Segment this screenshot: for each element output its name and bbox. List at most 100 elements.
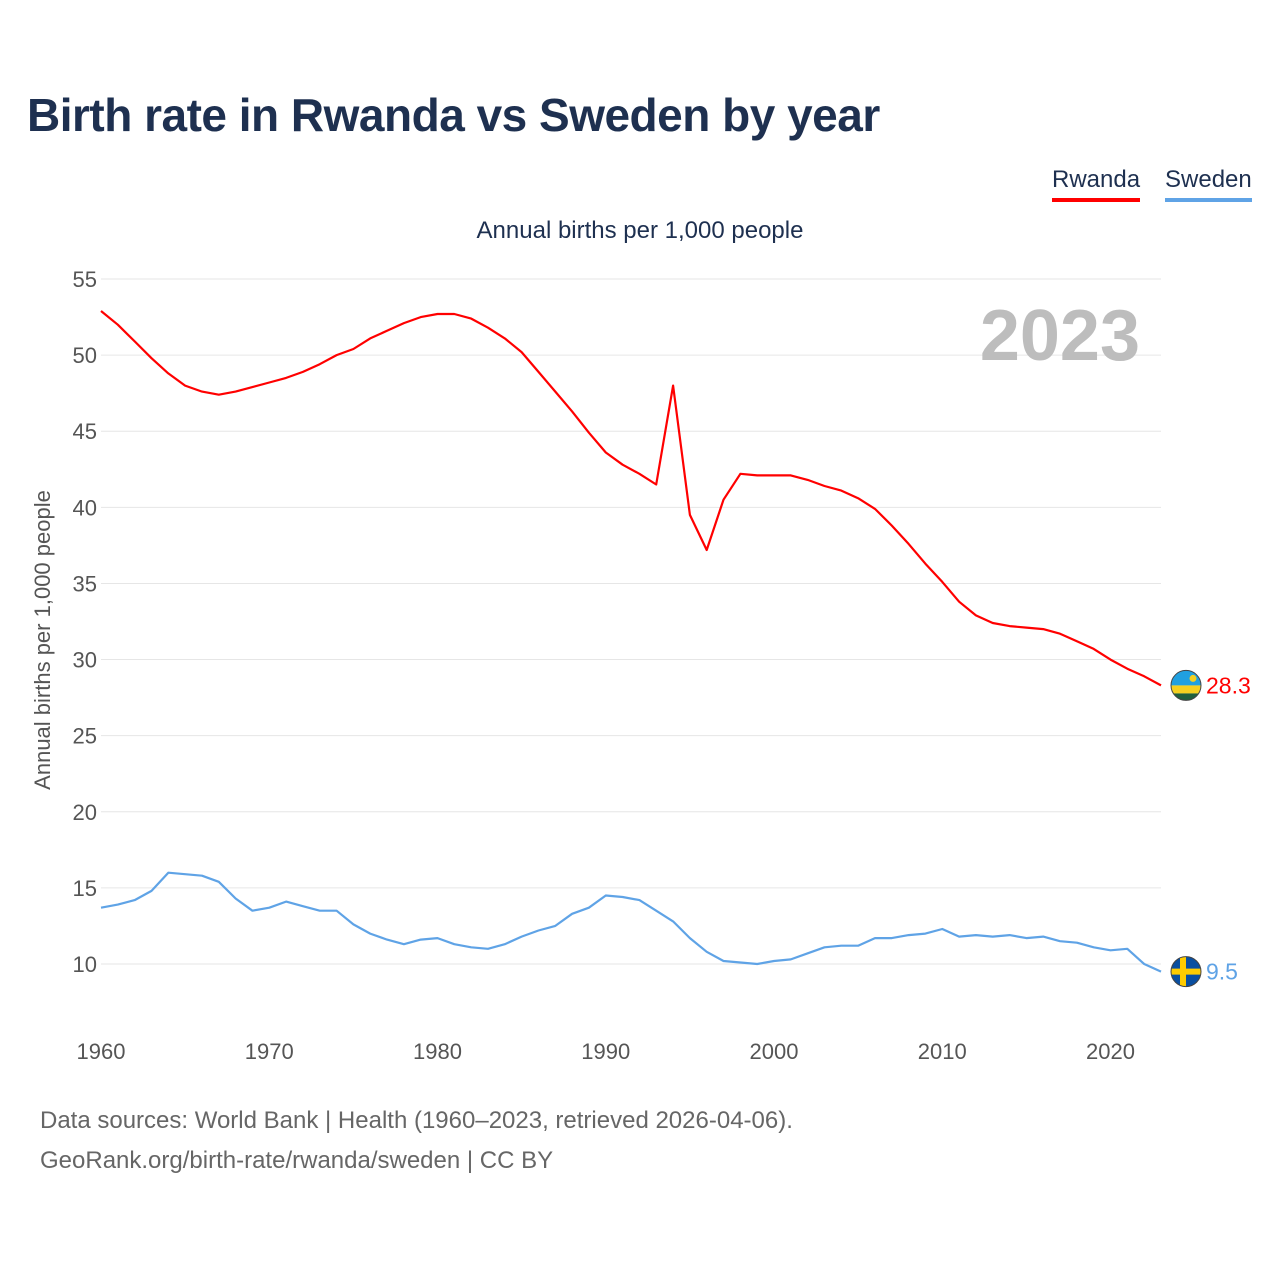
data-point-rwanda[interactable] xyxy=(1158,682,1164,688)
data-point-rwanda[interactable] xyxy=(687,512,693,518)
data-point-sweden[interactable] xyxy=(132,897,138,903)
data-point-rwanda[interactable] xyxy=(148,355,154,361)
data-point-sweden[interactable] xyxy=(906,932,912,938)
data-point-sweden[interactable] xyxy=(401,941,407,947)
data-point-rwanda[interactable] xyxy=(586,430,592,436)
data-point-sweden[interactable] xyxy=(704,949,710,955)
data-point-rwanda[interactable] xyxy=(199,389,205,395)
data-point-sweden[interactable] xyxy=(435,935,441,941)
data-point-sweden[interactable] xyxy=(636,897,642,903)
data-point-rwanda[interactable] xyxy=(855,495,861,501)
data-point-sweden[interactable] xyxy=(485,946,491,952)
data-point-rwanda[interactable] xyxy=(788,472,794,478)
data-point-rwanda[interactable] xyxy=(1023,625,1029,631)
data-point-sweden[interactable] xyxy=(283,899,289,905)
data-point-rwanda[interactable] xyxy=(182,383,188,389)
data-point-sweden[interactable] xyxy=(148,888,154,894)
data-point-sweden[interactable] xyxy=(1040,934,1046,940)
data-point-sweden[interactable] xyxy=(350,921,356,927)
data-point-sweden[interactable] xyxy=(367,931,373,937)
data-point-rwanda[interactable] xyxy=(1057,631,1063,637)
data-point-rwanda[interactable] xyxy=(98,308,104,314)
data-point-rwanda[interactable] xyxy=(1091,646,1097,652)
data-point-rwanda[interactable] xyxy=(973,612,979,618)
data-point-sweden[interactable] xyxy=(973,932,979,938)
data-point-sweden[interactable] xyxy=(165,870,171,876)
data-point-rwanda[interactable] xyxy=(872,506,878,512)
data-point-rwanda[interactable] xyxy=(552,389,558,395)
data-point-rwanda[interactable] xyxy=(1108,657,1114,663)
data-point-rwanda[interactable] xyxy=(334,352,340,358)
data-point-sweden[interactable] xyxy=(418,937,424,943)
data-point-sweden[interactable] xyxy=(922,931,928,937)
data-point-sweden[interactable] xyxy=(1007,932,1013,938)
data-point-sweden[interactable] xyxy=(603,893,609,899)
data-point-sweden[interactable] xyxy=(889,935,895,941)
data-point-rwanda[interactable] xyxy=(636,471,642,477)
data-point-sweden[interactable] xyxy=(1023,935,1029,941)
data-point-rwanda[interactable] xyxy=(249,384,255,390)
data-point-rwanda[interactable] xyxy=(519,349,525,355)
data-point-rwanda[interactable] xyxy=(737,471,743,477)
data-point-sweden[interactable] xyxy=(821,944,827,950)
data-point-sweden[interactable] xyxy=(586,905,592,911)
footer-link[interactable]: GeoRank.org/birth-rate/rwanda/sweden | C… xyxy=(40,1147,554,1174)
data-point-rwanda[interactable] xyxy=(704,547,710,553)
data-point-rwanda[interactable] xyxy=(956,599,962,605)
data-point-rwanda[interactable] xyxy=(535,369,541,375)
data-point-rwanda[interactable] xyxy=(1040,626,1046,632)
data-point-sweden[interactable] xyxy=(535,928,541,934)
data-point-rwanda[interactable] xyxy=(451,311,457,317)
data-point-sweden[interactable] xyxy=(1074,940,1080,946)
data-point-rwanda[interactable] xyxy=(653,482,659,488)
data-point-rwanda[interactable] xyxy=(771,472,777,478)
data-point-sweden[interactable] xyxy=(838,943,844,949)
legend-item-sweden[interactable]: Sweden xyxy=(1165,166,1252,202)
data-point-rwanda[interactable] xyxy=(990,620,996,626)
data-point-rwanda[interactable] xyxy=(233,389,239,395)
data-point-sweden[interactable] xyxy=(788,956,794,962)
data-point-sweden[interactable] xyxy=(300,903,306,909)
data-point-rwanda[interactable] xyxy=(384,328,390,334)
data-point-rwanda[interactable] xyxy=(939,579,945,585)
data-point-rwanda[interactable] xyxy=(115,322,121,328)
data-point-sweden[interactable] xyxy=(1141,961,1147,967)
data-point-rwanda[interactable] xyxy=(485,325,491,331)
data-point-rwanda[interactable] xyxy=(805,477,811,483)
data-point-sweden[interactable] xyxy=(687,935,693,941)
data-point-sweden[interactable] xyxy=(182,871,188,877)
data-point-rwanda[interactable] xyxy=(569,408,575,414)
data-point-sweden[interactable] xyxy=(737,959,743,965)
data-point-sweden[interactable] xyxy=(1158,969,1164,975)
data-point-rwanda[interactable] xyxy=(350,346,356,352)
data-point-rwanda[interactable] xyxy=(1124,666,1130,672)
data-point-rwanda[interactable] xyxy=(754,472,760,478)
data-point-rwanda[interactable] xyxy=(620,462,626,468)
data-point-sweden[interactable] xyxy=(620,894,626,900)
data-point-sweden[interactable] xyxy=(451,941,457,947)
data-point-rwanda[interactable] xyxy=(401,320,407,326)
data-point-rwanda[interactable] xyxy=(603,450,609,456)
data-point-rwanda[interactable] xyxy=(721,497,727,503)
data-point-sweden[interactable] xyxy=(519,934,525,940)
data-point-sweden[interactable] xyxy=(990,934,996,940)
data-point-sweden[interactable] xyxy=(115,902,121,908)
data-point-sweden[interactable] xyxy=(1057,938,1063,944)
data-point-sweden[interactable] xyxy=(199,873,205,879)
data-point-rwanda[interactable] xyxy=(1074,638,1080,644)
data-point-rwanda[interactable] xyxy=(216,392,222,398)
data-point-sweden[interactable] xyxy=(569,911,575,917)
data-point-rwanda[interactable] xyxy=(132,338,138,344)
data-point-sweden[interactable] xyxy=(872,935,878,941)
data-point-sweden[interactable] xyxy=(721,958,727,964)
data-point-sweden[interactable] xyxy=(653,908,659,914)
data-point-rwanda[interactable] xyxy=(670,383,676,389)
data-point-sweden[interactable] xyxy=(754,961,760,967)
data-point-rwanda[interactable] xyxy=(367,335,373,341)
data-point-sweden[interactable] xyxy=(805,950,811,956)
data-point-sweden[interactable] xyxy=(855,943,861,949)
data-point-rwanda[interactable] xyxy=(1141,673,1147,679)
data-point-rwanda[interactable] xyxy=(435,311,441,317)
data-point-rwanda[interactable] xyxy=(821,483,827,489)
data-point-sweden[interactable] xyxy=(384,937,390,943)
